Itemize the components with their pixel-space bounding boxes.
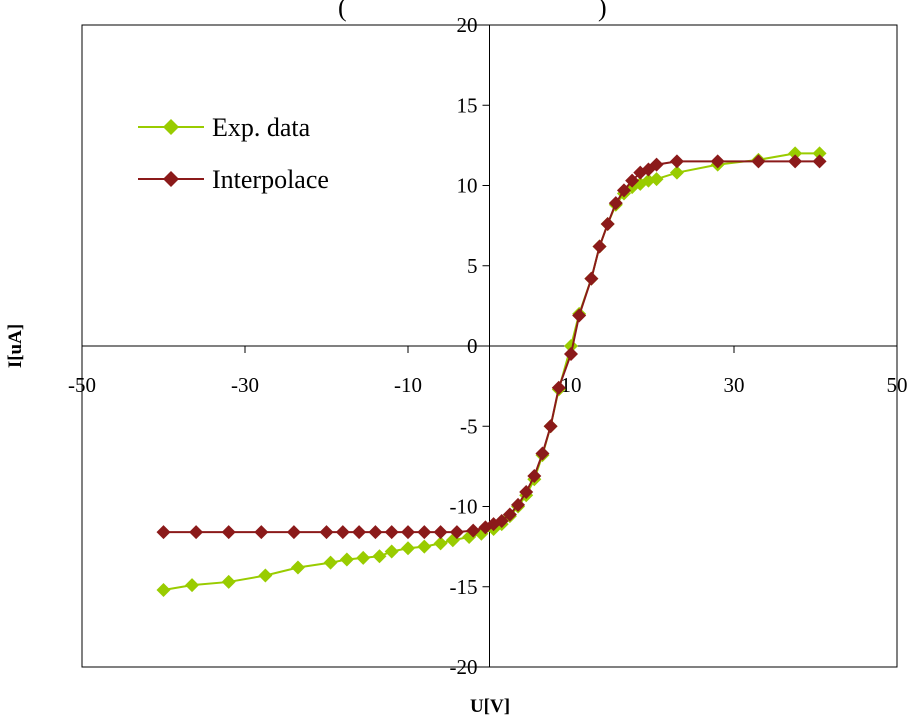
data-point	[352, 525, 367, 540]
data-point	[368, 525, 383, 540]
y-axis-title: I[uA]	[5, 324, 26, 368]
y-tick-label: 10	[457, 174, 478, 198]
data-point	[616, 183, 631, 198]
x-tick-labels: -50 -30 -10 10 30 50	[68, 373, 908, 397]
y-tick-label: -15	[450, 575, 478, 599]
data-point	[433, 536, 448, 551]
data-point	[372, 549, 387, 564]
legend-marker-interpolace	[163, 171, 179, 187]
data-point	[669, 154, 684, 169]
data-point	[185, 578, 200, 593]
y-tick-labels: 20 15 10 5 0 -5 -10 -15 -20	[450, 13, 478, 679]
data-point	[788, 146, 803, 161]
x-tick-label: 30	[724, 373, 745, 397]
data-point	[286, 525, 301, 540]
data-point	[572, 308, 587, 323]
data-point	[466, 523, 481, 538]
data-point	[625, 173, 640, 188]
data-point	[319, 525, 334, 540]
data-point	[156, 525, 171, 540]
data-point	[608, 196, 623, 211]
data-point	[812, 154, 827, 169]
data-point	[564, 339, 578, 353]
data-point	[401, 541, 415, 556]
data-point	[290, 560, 305, 575]
legend-item-interpolace: Interpolace	[138, 165, 329, 194]
data-point	[751, 154, 766, 169]
data-point	[335, 525, 350, 540]
data-point	[600, 217, 615, 232]
y-tick-label: -20	[450, 655, 478, 679]
data-point	[494, 513, 509, 528]
chart-title-left: (	[338, 0, 347, 22]
y-tick-label: 0	[467, 334, 478, 358]
data-point	[189, 525, 204, 540]
data-point	[519, 485, 534, 500]
x-tick-label: 10	[561, 373, 582, 397]
data-point	[433, 525, 448, 540]
x-tick-label: -30	[231, 373, 259, 397]
y-tick-label: 20	[457, 13, 478, 37]
data-point	[710, 154, 725, 169]
data-point	[258, 568, 273, 583]
data-point	[323, 555, 338, 570]
x-tick-label: -50	[68, 373, 96, 397]
data-point	[649, 157, 664, 172]
x-tick-label: 50	[887, 373, 908, 397]
y-tick-label: 15	[457, 93, 478, 117]
data-point	[669, 165, 684, 180]
data-point	[449, 525, 464, 540]
legend-item-exp-data: Exp. data	[138, 113, 311, 142]
data-point	[649, 172, 664, 187]
legend-marker-exp-data	[163, 119, 179, 135]
data-point	[543, 419, 558, 434]
y-tick-label: -10	[450, 495, 478, 519]
data-point	[356, 550, 371, 565]
data-point	[584, 271, 599, 286]
y-tick-label: 5	[467, 254, 478, 278]
legend: Exp. data Interpolace	[138, 113, 329, 194]
data-point	[812, 146, 827, 161]
data-point	[221, 574, 236, 589]
y-tick-label: -5	[460, 414, 478, 438]
data-point	[221, 525, 236, 540]
data-point	[502, 507, 517, 522]
data-point	[535, 446, 550, 461]
data-point	[156, 582, 171, 597]
legend-label-exp-data: Exp. data	[212, 113, 311, 142]
series-layer	[156, 146, 827, 597]
data-point	[564, 347, 578, 362]
data-point	[384, 544, 399, 559]
chart-title-right: )	[598, 0, 607, 22]
data-point	[401, 525, 415, 540]
data-point	[788, 154, 803, 169]
legend-label-interpolace: Interpolace	[212, 165, 329, 194]
data-point	[551, 380, 566, 395]
x-axis-title: U[V]	[470, 696, 510, 717]
data-point	[592, 239, 607, 254]
data-point	[527, 469, 542, 484]
data-point	[417, 525, 432, 540]
data-point	[339, 552, 354, 567]
x-tick-label: -10	[394, 373, 422, 397]
data-point	[511, 497, 526, 512]
series-1	[156, 154, 827, 540]
data-point	[254, 525, 269, 540]
data-point	[384, 525, 399, 540]
data-point	[417, 539, 432, 554]
